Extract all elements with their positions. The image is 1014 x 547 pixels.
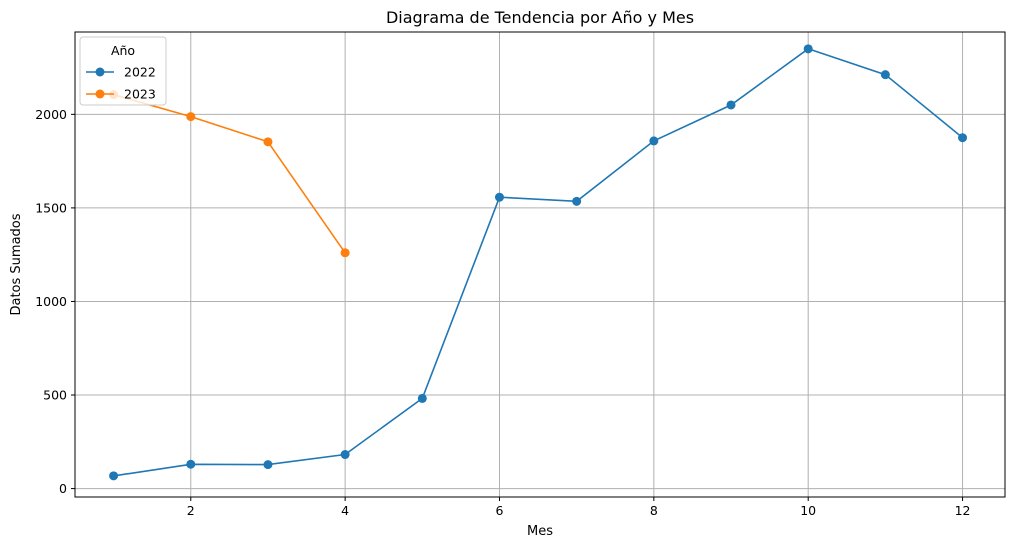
series-line — [113, 93, 346, 254]
legend-entries: 2022 2023 — [86, 65, 156, 102]
x-tick-label: 8 — [650, 503, 658, 518]
y-tick-label: 500 — [43, 388, 67, 403]
y-axis-title: Datos Sumados — [9, 213, 24, 315]
data-point — [880, 70, 890, 80]
x-tick-label: 12 — [955, 503, 971, 518]
x-axis-title: Mes — [527, 524, 553, 539]
x-axis: 2 4 6 8 10 12 — [187, 497, 971, 518]
legend-marker — [95, 67, 105, 77]
series-layer — [109, 44, 968, 481]
data-point — [494, 192, 504, 202]
data-point — [109, 471, 119, 481]
data-point — [417, 393, 427, 403]
legend-marker — [95, 89, 105, 99]
x-tick-label: 6 — [496, 503, 504, 518]
legend: Año 2022 2023 — [79, 36, 167, 106]
data-point — [263, 460, 273, 470]
legend-title: Año — [111, 43, 135, 58]
data-point — [572, 196, 582, 206]
data-point — [726, 100, 736, 110]
grid — [75, 32, 1005, 497]
x-tick-label: 10 — [800, 503, 816, 518]
y-tick-label: 0 — [59, 481, 67, 496]
series-2022 — [109, 44, 968, 481]
data-point — [186, 112, 196, 122]
plot-frame — [74, 31, 1006, 498]
series-2023 — [109, 90, 350, 258]
legend-label: 2023 — [124, 87, 156, 102]
data-point — [649, 136, 659, 146]
data-point — [263, 137, 273, 147]
chart-title: Diagrama de Tendencia por Año y Mes — [386, 8, 694, 27]
y-axis: 0 500 1000 1500 2000 — [35, 107, 75, 496]
data-point — [803, 44, 813, 54]
data-point — [340, 450, 350, 460]
data-point — [186, 459, 196, 469]
x-tick-label: 2 — [187, 503, 195, 518]
y-tick-label: 1000 — [35, 294, 67, 309]
data-point — [340, 248, 350, 258]
y-tick-label: 2000 — [35, 107, 67, 122]
series-line — [113, 47, 964, 477]
data-point — [958, 133, 968, 143]
legend-box — [79, 36, 167, 106]
x-tick-label: 4 — [341, 503, 349, 518]
legend-label: 2022 — [124, 65, 156, 80]
y-tick-label: 1500 — [35, 200, 67, 215]
